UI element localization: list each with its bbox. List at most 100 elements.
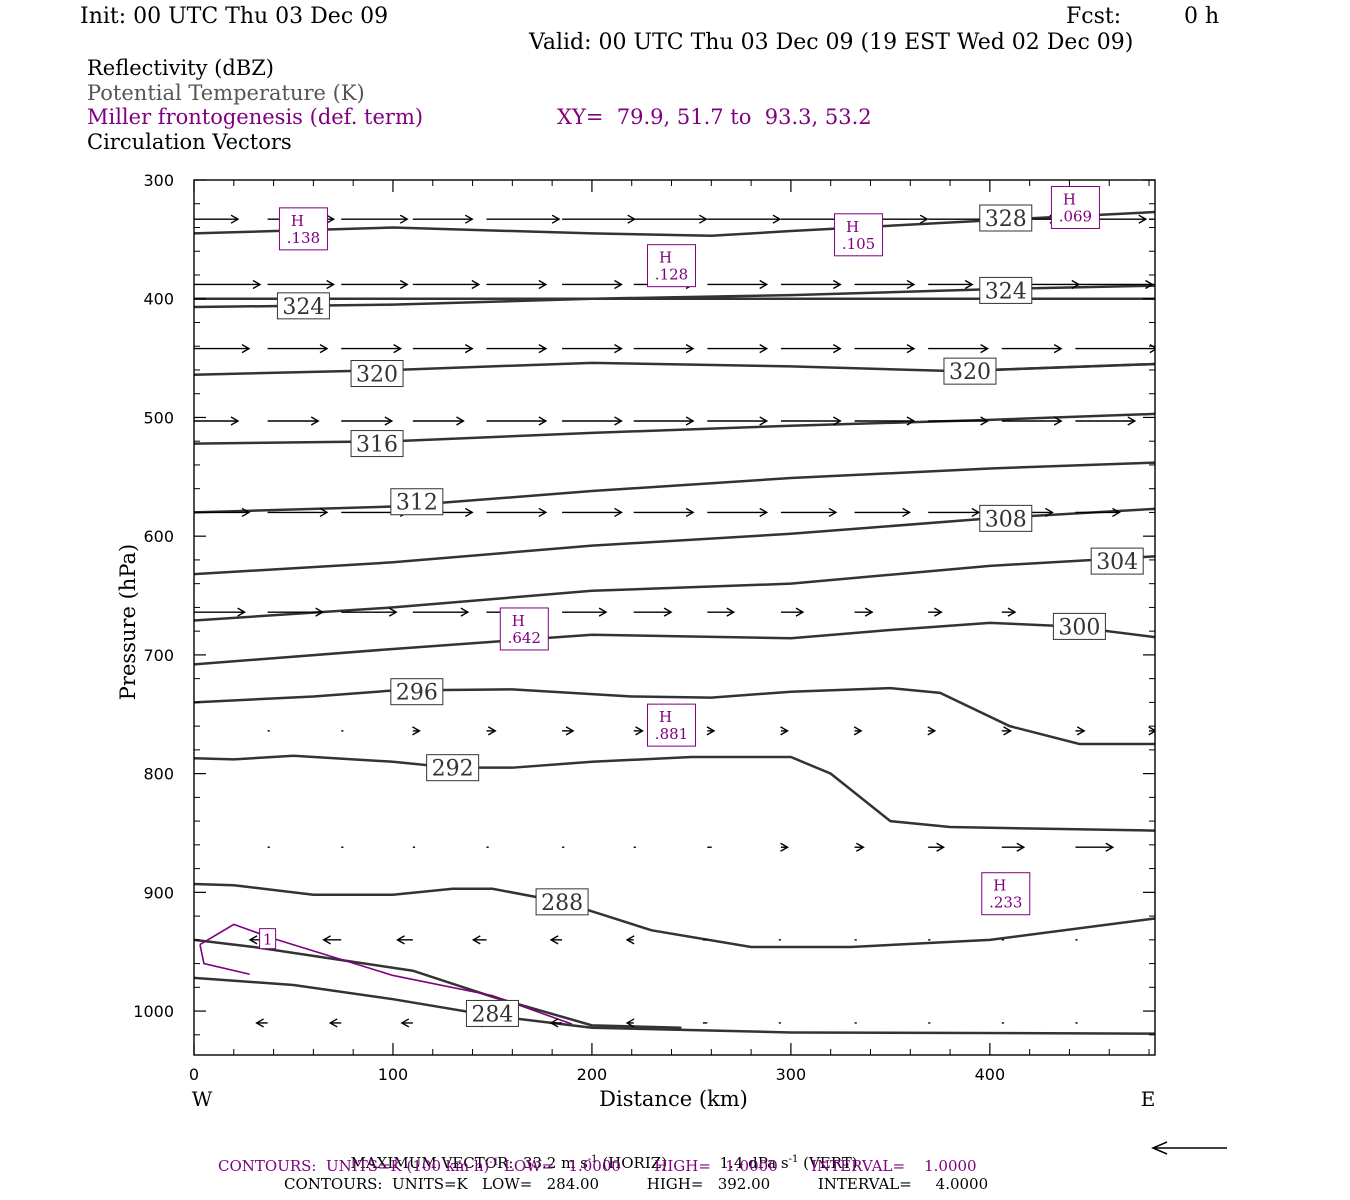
fronto-max-h: H xyxy=(1063,190,1076,208)
x-tick-label: 100 xyxy=(378,1065,409,1084)
circulation-vector xyxy=(255,1018,268,1028)
circulation-vector xyxy=(562,607,608,617)
circulation-vector xyxy=(412,416,465,426)
circulation-vector xyxy=(486,279,548,290)
circulation-vector xyxy=(562,416,623,426)
fronto-max-h: H xyxy=(659,708,672,726)
fronto-max-h: H xyxy=(659,249,672,267)
circulation-vector xyxy=(1149,218,1155,220)
circulation-vector xyxy=(1075,726,1086,736)
circulation-vector xyxy=(194,607,247,617)
theta-contour-label: 316 xyxy=(350,430,404,458)
fronto-max-value: .642 xyxy=(508,629,541,647)
svg-text:312: 312 xyxy=(396,491,438,516)
theta-contour-line xyxy=(194,754,1155,832)
circulation-vector xyxy=(633,214,708,224)
fronto-max-label: H.881 xyxy=(647,703,697,747)
svg-text:320: 320 xyxy=(949,360,991,385)
circulation-vector xyxy=(549,1018,563,1028)
circulation-vector xyxy=(1075,343,1155,354)
theta-contour-line xyxy=(194,412,1155,445)
circulation-vector xyxy=(625,935,635,945)
circulation-vector xyxy=(780,416,842,426)
fronto-max-value: .881 xyxy=(655,725,688,743)
theta-contour-label: 284 xyxy=(465,999,519,1027)
theta-contour-label: 300 xyxy=(1052,612,1106,640)
circulation-vector xyxy=(486,214,561,224)
footer-theta-contours: CONTOURS: UNITS=K LOW= 284.00 HIGH= 392.… xyxy=(284,1175,989,1193)
circulation-vector xyxy=(707,507,769,518)
circulation-vector xyxy=(486,507,548,518)
theta-contour-label: 328 xyxy=(979,204,1033,232)
circulation-vector xyxy=(194,416,240,426)
fronto-max-value: .128 xyxy=(655,266,688,284)
valid-time: Valid: 00 UTC Thu 03 Dec 09 (19 EST Wed … xyxy=(529,30,1134,55)
circulation-vector xyxy=(562,279,623,290)
max-vector-arrow xyxy=(1151,1141,1227,1155)
circulation-vector xyxy=(267,416,320,426)
fronto-max-h: H xyxy=(512,612,525,630)
fronto-max-label: H.128 xyxy=(647,244,697,288)
legend-frontogenesis: Miller frontogenesis (def. term) xyxy=(87,105,424,129)
circulation-vector xyxy=(633,343,695,354)
theta-contour-label: 324 xyxy=(276,292,330,320)
fronto-max-label: H.069 xyxy=(1050,185,1100,229)
svg-text:292: 292 xyxy=(432,757,474,782)
y-tick-label: 700 xyxy=(143,646,174,665)
theta-contour-line xyxy=(194,976,1155,1035)
fcst-value: 0 h xyxy=(1184,4,1220,29)
circulation-vector xyxy=(928,842,945,852)
circulation-vector xyxy=(928,507,981,518)
legend-vectors: Circulation Vectors xyxy=(87,130,292,154)
circulation-vector xyxy=(854,607,874,617)
theta-contour-label: 288 xyxy=(535,888,589,916)
theta-contour-line xyxy=(194,686,1155,746)
plot-border xyxy=(193,179,1156,1056)
fronto-max-label: H.642 xyxy=(499,607,549,651)
circulation-vector xyxy=(194,343,251,354)
circulation-vector xyxy=(341,279,409,290)
fronto-max-value: .138 xyxy=(287,229,320,247)
fronto-max-h: H xyxy=(846,218,859,236)
fronto-max-value: .233 xyxy=(989,894,1022,912)
circulation-vector xyxy=(707,607,736,617)
circulation-vector xyxy=(1001,607,1017,617)
circulation-vector xyxy=(780,507,838,518)
theta-contour-line xyxy=(194,938,682,1029)
theta-contour-label: 324 xyxy=(979,276,1033,304)
svg-text:284: 284 xyxy=(471,1002,513,1027)
svg-text:324: 324 xyxy=(282,295,324,320)
y-tick-label: 900 xyxy=(143,883,174,902)
circulation-vector xyxy=(633,507,695,518)
circulation-vector xyxy=(633,607,673,617)
circulation-vector xyxy=(927,726,937,736)
circulation-vector xyxy=(928,343,989,354)
circulation-vectors xyxy=(194,214,1155,1028)
circulation-vector xyxy=(412,726,421,736)
init-time: Init: 00 UTC Thu 03 Dec 09 xyxy=(80,4,389,29)
fcst-label: Fcst: xyxy=(1066,4,1122,29)
circulation-vector xyxy=(854,343,916,354)
svg-text:300: 300 xyxy=(1058,615,1100,640)
circulation-vector xyxy=(194,507,251,518)
footer-max-vector: MAXIMUM VECTOR: 33.2 m s-1 (HORIZ) 1.4 d… xyxy=(350,1154,858,1172)
circulation-vector xyxy=(853,726,863,736)
west-label: W xyxy=(192,1087,213,1111)
circulation-vector xyxy=(928,416,989,426)
circulation-vector xyxy=(1001,842,1026,852)
circulation-vector xyxy=(780,842,789,852)
circulation-vector xyxy=(400,1018,413,1028)
circulation-vector xyxy=(194,214,240,224)
circulation-vector xyxy=(486,343,548,354)
legend-xy: XY= 79.9, 51.7 to 93.3, 53.2 xyxy=(557,105,872,129)
y-tick-label: 400 xyxy=(143,290,174,309)
y-tick-label: 600 xyxy=(143,527,174,546)
circulation-vector xyxy=(341,214,409,224)
circulation-vector xyxy=(1075,507,1121,518)
circulation-vector xyxy=(780,279,842,290)
circulation-vector xyxy=(780,607,805,617)
fronto-contour-label: 1 xyxy=(259,928,277,950)
theta-contour-label: 320 xyxy=(943,357,997,385)
circulation-vector xyxy=(854,416,916,426)
